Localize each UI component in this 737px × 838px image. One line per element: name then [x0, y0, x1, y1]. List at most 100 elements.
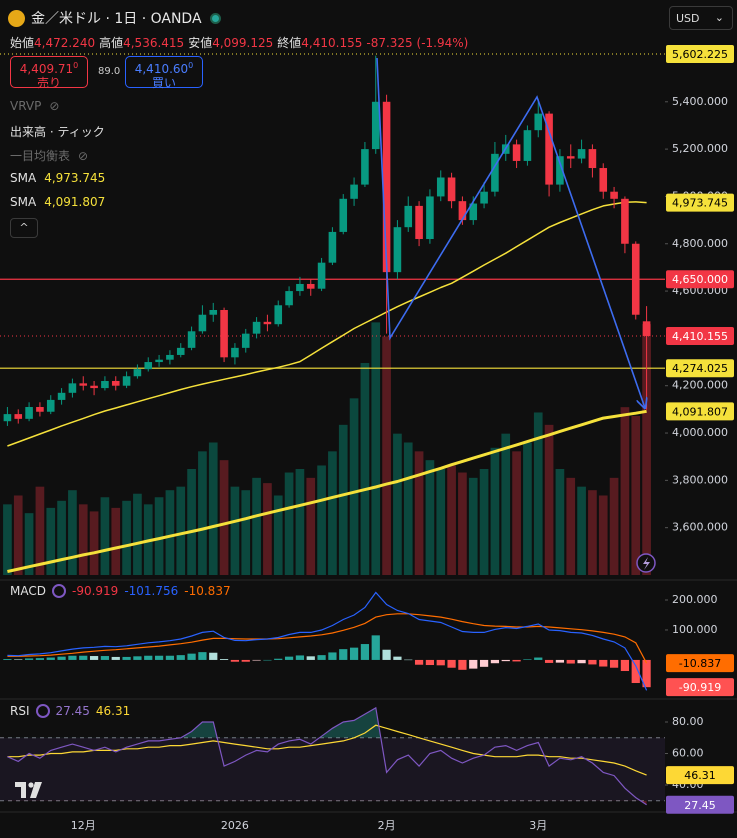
macd-histogram-bar — [631, 659, 640, 684]
volume-bar — [13, 495, 23, 575]
macd-histogram-bar — [89, 656, 99, 660]
legend-volume[interactable]: 出来高 · ティック — [10, 123, 105, 140]
volume-bar — [447, 465, 456, 575]
candle-body — [144, 362, 153, 370]
eye-off-icon[interactable]: ⊘ — [78, 148, 89, 163]
volume-bar — [3, 504, 12, 575]
volume-bar — [46, 507, 56, 575]
macd-histogram-bar — [24, 658, 34, 660]
legend-sma[interactable]: SMA 4,973.745 — [10, 171, 105, 185]
macd-histogram-bar — [404, 659, 413, 661]
x-tick-label: 2026 — [221, 819, 249, 832]
sma-line — [7, 409, 647, 573]
candle-body — [296, 283, 304, 292]
macd-histogram-bar — [360, 644, 370, 660]
volume-bar — [328, 451, 337, 575]
macd-line — [7, 591, 648, 691]
candle-body — [447, 177, 456, 202]
candle-body — [241, 333, 250, 348]
ma-line — [7, 724, 647, 776]
macd-histogram-bar — [57, 656, 66, 660]
volume-bar — [208, 442, 218, 575]
collapse-legend[interactable]: ^ — [10, 218, 38, 238]
sma-line — [7, 201, 647, 447]
macd-histogram-bar — [198, 652, 207, 660]
candle-body — [79, 383, 88, 386]
histogram-value-label-bg — [666, 678, 734, 697]
macd-histogram-bar — [349, 647, 359, 660]
candle-body — [588, 149, 597, 169]
ohlc-value: 4,410.155 — [301, 35, 363, 50]
legend-sma[interactable]: SMA 4,091.807 — [10, 195, 105, 209]
macd-histogram-bar — [469, 659, 478, 669]
legend-value: 46.31 — [95, 704, 131, 718]
volume-bar — [89, 511, 99, 575]
volume-bar — [68, 490, 77, 575]
macd-histogram-bar — [230, 659, 240, 662]
legend-value: -101.756 — [124, 584, 179, 598]
volume-bar — [100, 497, 110, 575]
hline-layer — [0, 53, 665, 369]
price-line-label-bg — [666, 270, 734, 289]
signal-line — [7, 613, 648, 664]
macd-histogram-bar — [35, 658, 45, 660]
candle-body — [339, 198, 348, 232]
candle-body — [176, 347, 185, 355]
symbol-title[interactable]: 金／米ドル · 1日 · OANDA — [31, 11, 202, 27]
macd-histogram-bar — [274, 658, 283, 660]
legend-value: -90.919 — [71, 584, 119, 598]
buy-button[interactable]: 4,410.600 買い — [125, 56, 203, 90]
market-status — [209, 12, 221, 24]
refresh-icon[interactable] — [51, 584, 66, 598]
signal-value-label-bg — [666, 654, 734, 673]
volume-bar — [360, 363, 370, 575]
macd-histogram-bar — [479, 659, 489, 667]
macd-histogram-bar — [447, 659, 456, 668]
x-tick-label: 3月 — [529, 819, 547, 832]
volume-bar — [187, 469, 196, 575]
ohlc-change: -87.325 (-1.94%) — [366, 35, 469, 50]
candle-body — [317, 262, 326, 289]
macd-histogram-bar — [154, 655, 164, 660]
candle-body — [350, 184, 358, 199]
eye-off-icon[interactable]: ⊘ — [49, 99, 60, 113]
refresh-icon[interactable] — [35, 704, 50, 718]
macd-histogram-bar — [284, 656, 294, 660]
ohlc-label: 終値 — [277, 36, 302, 50]
volume-bar — [393, 433, 402, 575]
sell-button[interactable]: 4,409.710 売り — [10, 56, 88, 90]
legend-text: VRVP — [10, 99, 42, 113]
price-line-label: 5,602.225 — [672, 48, 728, 61]
volume-bar — [631, 416, 641, 575]
volume-bar — [533, 412, 543, 575]
buy-price: 4,410.60 — [134, 62, 189, 76]
macd-histogram-bar — [100, 656, 110, 660]
legend-ichimoku[interactable]: 一目均衡表 ⊘ — [10, 147, 88, 164]
candle-body — [480, 191, 488, 204]
volume-bar — [588, 490, 597, 575]
y-tick-label: 4,200.000 — [672, 379, 728, 392]
legend-vrvp[interactable]: VRVP ⊘ — [10, 99, 59, 113]
volume-bar — [198, 451, 207, 575]
currency-select[interactable]: USD ⌄ — [669, 6, 733, 30]
histogram-value-label: -90.919 — [679, 681, 721, 694]
candle-body — [101, 380, 109, 389]
buy-price-small: 0 — [188, 61, 194, 70]
legend-value: -10.837 — [184, 584, 231, 598]
signal-value-label: -10.837 — [679, 657, 721, 670]
macd-histogram-bar — [111, 656, 120, 660]
legend-text: 一目均衡表 — [10, 149, 71, 163]
sma-value-label: 4,973.745 — [672, 197, 728, 210]
macd-histogram-bar — [317, 655, 326, 660]
buy-label: 買い — [151, 76, 176, 90]
macd-histogram-bar — [295, 655, 305, 660]
candle-body — [404, 205, 413, 228]
macd-histogram-bar — [122, 656, 131, 660]
rsi-value-label-bg — [666, 795, 734, 814]
candle-body — [599, 168, 608, 192]
macd-histogram-bar — [68, 655, 77, 660]
rsi-value-label: 27.45 — [684, 799, 716, 812]
price-line-label-bg — [666, 44, 734, 63]
y-tick-label: 80.00 — [672, 715, 704, 728]
